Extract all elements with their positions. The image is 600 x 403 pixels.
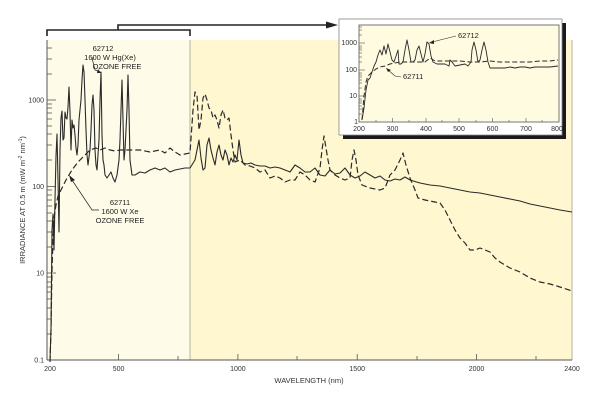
- inset-y-tick-1: 1: [354, 119, 358, 126]
- inset-chart: 1000 100 10 1 200 300 400 500 600 700 80…: [338, 18, 566, 139]
- inset-x-tick-300: 300: [387, 126, 399, 133]
- uv-region-background: [47, 40, 190, 360]
- inset-label-62711-arrow-icon: [386, 68, 391, 72]
- inset-x-tick-800: 800: [551, 126, 563, 133]
- annotation-62711-leader: [71, 179, 99, 211]
- x-tick-label-200: 200: [44, 366, 56, 373]
- inset-label-62711-leader: [387, 69, 402, 78]
- x-tick-label-2000: 2000: [469, 366, 485, 373]
- y-tick-label-1000: 1000: [28, 98, 44, 105]
- x-tick-label-500: 500: [113, 366, 125, 373]
- annotation-62712-id: 62712: [93, 44, 114, 53]
- y-tick-label-0-1: 0.1: [34, 358, 44, 365]
- inset-label-62712-leader: [431, 35, 457, 43]
- annotation-62711-ozone: OZONE FREE: [96, 216, 145, 225]
- inset-x-tick-200: 200: [353, 126, 365, 133]
- inset-series-62712-line: [361, 39, 559, 121]
- zoom-bracket: [46, 24, 326, 36]
- x-axis-title: WAVELENGTH (nm): [274, 376, 344, 385]
- y-tick-label-100: 100: [32, 184, 44, 191]
- inset-x-tick-600: 600: [487, 126, 499, 133]
- inset-label-62711: 62711: [403, 72, 423, 81]
- inset-x-tick-700: 700: [520, 126, 532, 133]
- inset-label-62712-arrow-icon: [429, 40, 434, 44]
- annotation-62712-ozone: OZONE FREE: [93, 62, 142, 71]
- series-62711-line: [49, 91, 573, 363]
- y-axis-title: IRRADIANCE AT 0.5 m (mW m-2 nm-1): [18, 136, 27, 264]
- inset-y-tick-100: 100: [345, 67, 357, 74]
- series-62712-line: [49, 64, 573, 361]
- inset-label-62712: 62712: [458, 31, 479, 40]
- inset-y-tick-10: 10: [349, 93, 357, 100]
- inset-series-62711-line: [361, 57, 559, 121]
- annotation-62711-id: 62711: [110, 198, 130, 207]
- annotation-62712-desc: 1600 W Hg(Xe): [84, 53, 136, 62]
- x-tick-label-1500: 1500: [349, 366, 365, 373]
- inset-x-tick-500: 500: [453, 126, 465, 133]
- x-tick-label-1000: 1000: [230, 366, 246, 373]
- y-tick-label-10: 10: [36, 271, 44, 278]
- annotation-62712-arrow-icon: [97, 69, 101, 73]
- arrow-head-icon: [326, 21, 338, 29]
- annotation-62711-arrow-icon: [69, 175, 75, 182]
- annotation-62711-desc: 1600 W Xe: [101, 207, 138, 216]
- inset-y-tick-1000: 1000: [341, 40, 357, 47]
- x-tick-label-2400: 2400: [564, 366, 580, 373]
- inset-x-tick-400: 400: [420, 126, 432, 133]
